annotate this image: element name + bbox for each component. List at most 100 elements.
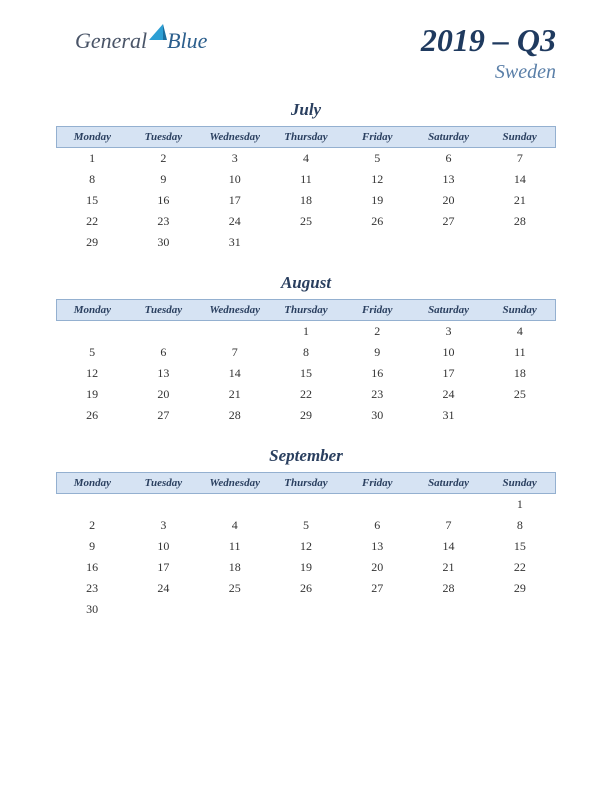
- calendar-table: MondayTuesdayWednesdayThursdayFridaySatu…: [56, 299, 556, 426]
- calendar-day-cell: [484, 599, 555, 620]
- calendar-day-cell: 9: [128, 169, 199, 190]
- calendar-day-cell: 12: [270, 536, 341, 557]
- calendar-day-cell: 17: [413, 363, 484, 384]
- calendar-week-row: 30: [57, 599, 556, 620]
- calendar-week-row: 23242526272829: [57, 578, 556, 599]
- calendar-day-cell: 30: [57, 599, 128, 620]
- calendar-day-cell: 23: [57, 578, 128, 599]
- calendar-day-cell: 20: [413, 190, 484, 211]
- calendar-day-cell: 26: [57, 405, 128, 426]
- calendar-day-cell: 25: [270, 211, 341, 232]
- calendar-day-cell: 19: [57, 384, 128, 405]
- calendar-day-cell: 27: [413, 211, 484, 232]
- calendar-day-cell: 19: [270, 557, 341, 578]
- day-header: Monday: [57, 300, 128, 321]
- day-header: Monday: [57, 127, 128, 148]
- calendar-day-cell: 17: [199, 190, 270, 211]
- month-block: JulyMondayTuesdayWednesdayThursdayFriday…: [56, 100, 556, 253]
- calendar-day-cell: 18: [199, 557, 270, 578]
- calendar-day-cell: 1: [270, 321, 341, 343]
- brand-logo: General Blue: [75, 28, 207, 54]
- page-header: 2019 – Q3 Sweden: [421, 22, 556, 84]
- calendar-day-cell: 21: [199, 384, 270, 405]
- calendar-day-cell: 11: [270, 169, 341, 190]
- calendar-day-cell: 3: [128, 515, 199, 536]
- calendar-day-cell: [484, 232, 555, 253]
- calendar-day-cell: 25: [484, 384, 555, 405]
- calendar-day-cell: 3: [413, 321, 484, 343]
- month-title: September: [56, 446, 556, 466]
- calendar-day-cell: 29: [270, 405, 341, 426]
- calendar-day-cell: 6: [413, 148, 484, 170]
- calendar-day-cell: 15: [484, 536, 555, 557]
- month-block: AugustMondayTuesdayWednesdayThursdayFrid…: [56, 273, 556, 426]
- day-header: Saturday: [413, 300, 484, 321]
- calendar-day-cell: 29: [484, 578, 555, 599]
- calendar-week-row: 293031: [57, 232, 556, 253]
- calendar-day-cell: [199, 494, 270, 516]
- calendar-day-cell: 20: [128, 384, 199, 405]
- calendar-day-cell: 26: [342, 211, 413, 232]
- calendar-day-cell: 10: [199, 169, 270, 190]
- calendar-day-cell: 10: [128, 536, 199, 557]
- calendar-day-cell: 21: [484, 190, 555, 211]
- calendar-day-cell: [128, 494, 199, 516]
- calendar-day-cell: 19: [342, 190, 413, 211]
- month-title: July: [56, 100, 556, 120]
- calendar-day-cell: 24: [413, 384, 484, 405]
- calendar-day-cell: 17: [128, 557, 199, 578]
- calendar-day-cell: [270, 599, 341, 620]
- calendar-day-cell: 15: [57, 190, 128, 211]
- calendar-day-cell: 5: [57, 342, 128, 363]
- day-header: Friday: [342, 127, 413, 148]
- calendar-day-cell: [413, 599, 484, 620]
- day-header: Thursday: [270, 127, 341, 148]
- calendar-day-cell: 2: [128, 148, 199, 170]
- calendar-day-cell: 14: [413, 536, 484, 557]
- calendar-day-cell: 16: [57, 557, 128, 578]
- calendar-week-row: 19202122232425: [57, 384, 556, 405]
- calendar-week-row: 15161718192021: [57, 190, 556, 211]
- calendar-day-cell: [484, 405, 555, 426]
- calendar-day-cell: 24: [199, 211, 270, 232]
- calendar-day-cell: [57, 494, 128, 516]
- day-header: Sunday: [484, 127, 555, 148]
- calendar-day-cell: 27: [128, 405, 199, 426]
- calendar-day-cell: 12: [57, 363, 128, 384]
- calendar-day-cell: 28: [199, 405, 270, 426]
- calendar-day-cell: 5: [342, 148, 413, 170]
- calendar-day-cell: 14: [199, 363, 270, 384]
- year-quarter-title: 2019 – Q3: [421, 22, 556, 59]
- calendar-day-cell: 8: [484, 515, 555, 536]
- day-header: Wednesday: [199, 473, 270, 494]
- calendar-day-cell: 13: [128, 363, 199, 384]
- calendar-week-row: 2345678: [57, 515, 556, 536]
- calendar-day-cell: 6: [128, 342, 199, 363]
- calendar-day-cell: [128, 321, 199, 343]
- day-header: Sunday: [484, 473, 555, 494]
- calendar-day-cell: 30: [128, 232, 199, 253]
- calendar-day-cell: 1: [484, 494, 555, 516]
- calendar-day-cell: 15: [270, 363, 341, 384]
- calendar-day-cell: 27: [342, 578, 413, 599]
- calendar-week-row: 1234: [57, 321, 556, 343]
- calendar-day-cell: [342, 599, 413, 620]
- calendar-day-cell: 13: [342, 536, 413, 557]
- calendar-week-row: 1234567: [57, 148, 556, 170]
- calendar-day-cell: [199, 321, 270, 343]
- day-header: Thursday: [270, 473, 341, 494]
- calendar-week-row: 12131415161718: [57, 363, 556, 384]
- logo-triangle-icon: [149, 20, 167, 46]
- calendar-day-cell: 22: [484, 557, 555, 578]
- calendar-day-cell: 7: [484, 148, 555, 170]
- calendar-day-cell: [128, 599, 199, 620]
- day-header: Friday: [342, 473, 413, 494]
- calendar-day-cell: 29: [57, 232, 128, 253]
- calendar-day-cell: 6: [342, 515, 413, 536]
- calendar-day-cell: 26: [270, 578, 341, 599]
- calendar-day-cell: 14: [484, 169, 555, 190]
- calendar-day-cell: [342, 232, 413, 253]
- day-header: Tuesday: [128, 127, 199, 148]
- calendar-day-cell: 23: [128, 211, 199, 232]
- calendar-day-cell: 7: [199, 342, 270, 363]
